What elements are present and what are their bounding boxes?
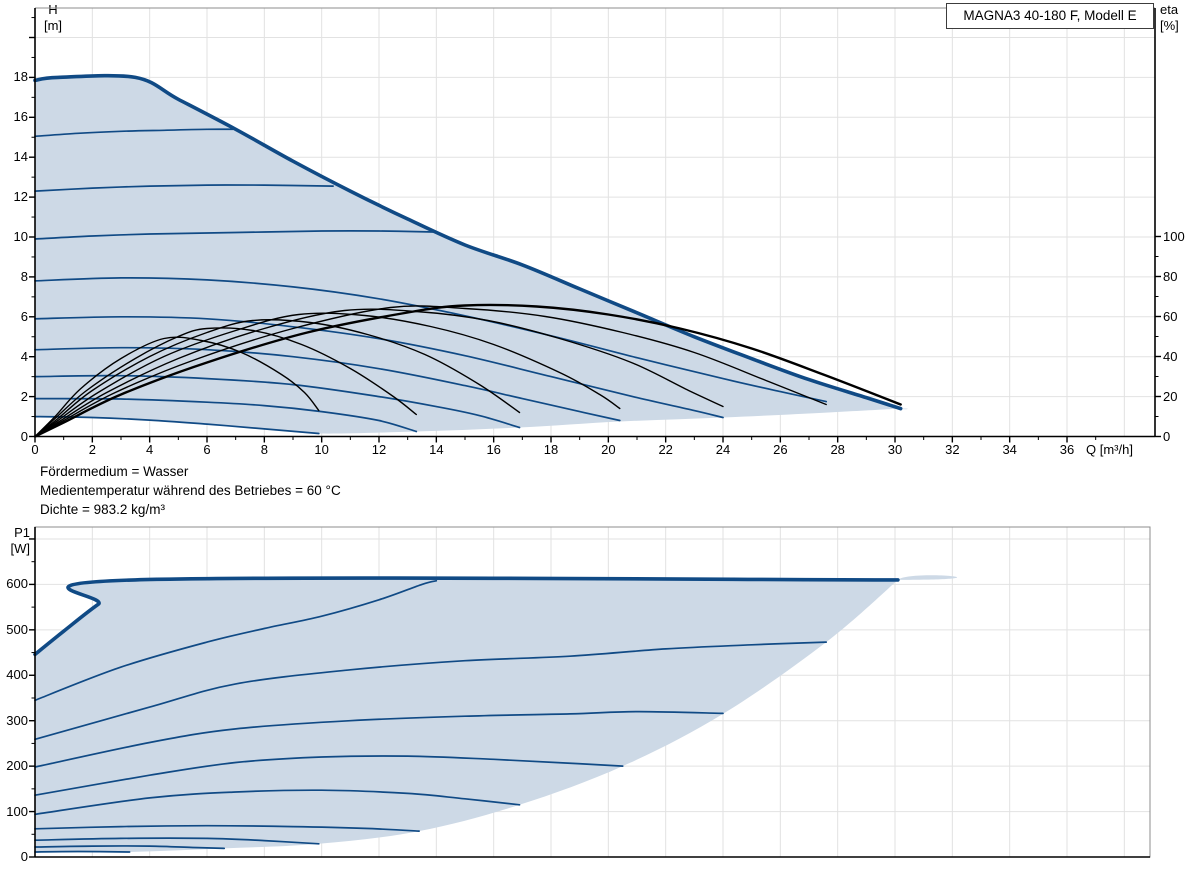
power-range-fill [35, 575, 958, 853]
power-speed-curve [34, 755, 624, 797]
note-temperature: Medientemperatur während des Betriebes =… [40, 483, 341, 498]
h-axis-tick-label: 6 [20, 308, 28, 324]
power-speed-curve [34, 579, 438, 702]
eta-axis-tick-label: 80 [1163, 268, 1178, 284]
h-axis-tick-label: 18 [13, 69, 28, 85]
pump-speed-curve [34, 184, 334, 192]
note-density: Dichte = 983.2 kg/m³ [40, 502, 165, 517]
efficiency-curve [34, 319, 521, 438]
eta-axis-tick-label: 20 [1163, 388, 1178, 404]
q-axis-tick-label: 24 [715, 442, 731, 457]
eta-axis-label-symbol: eta [1160, 2, 1179, 17]
h-axis-tick-label: 14 [13, 149, 28, 165]
q-axis-tick-label: 4 [146, 442, 154, 457]
q-axis-tick-label: 22 [658, 442, 673, 457]
pump-speed-curve [34, 128, 234, 138]
pump-speed-curve [34, 277, 828, 403]
p1-axis-tick-label: 400 [6, 667, 28, 683]
h-axis-label-symbol: H [48, 2, 58, 17]
q-axis-tick-label: 32 [945, 442, 960, 457]
h-axis-label: H [m] [36, 2, 70, 34]
pump-max-curve [33, 73, 903, 411]
efficiency-curve [34, 327, 417, 438]
pump-model-title-box: MAGNA3 40-180 F, Modell E [946, 3, 1154, 29]
q-axis-tick-label: 8 [260, 442, 268, 457]
eta-axis-tick-label: 0 [1163, 428, 1171, 444]
operating-conditions-notes: Fördermedium = Wasser Medientemperatur w… [40, 462, 341, 519]
q-axis-tick-label: 14 [429, 442, 444, 457]
power-speed-curve [34, 837, 320, 845]
q-axis-tick-label: 26 [773, 442, 788, 457]
pump-speed-curve [34, 374, 521, 429]
efficiency-curve [34, 312, 621, 438]
p1-axis-label-symbol: P1 [14, 525, 30, 540]
pump-speed-curve [34, 315, 724, 419]
efficiency-curve [34, 336, 320, 438]
q-axis-tick-label: 36 [1059, 442, 1075, 457]
q-axis-tick-label: 30 [887, 442, 903, 457]
eta-axis-tick-label: 40 [1163, 348, 1178, 364]
q-axis-tick-label: 34 [1002, 442, 1017, 457]
q-axis-tick-label: 18 [543, 442, 559, 457]
p1-axis-label: P1 [W] [0, 525, 31, 557]
p1-axis-tick-label: 100 [6, 803, 28, 819]
pump-speed-curve [34, 415, 320, 435]
h-axis-tick-label: 8 [20, 268, 28, 284]
pump-speed-curve [34, 397, 418, 433]
eta-axis-label-unit: [%] [1160, 18, 1179, 33]
q-axis-tick-label: 12 [371, 442, 387, 457]
h-axis-tick-label: 12 [13, 189, 28, 205]
h-axis-tick-label: 16 [13, 109, 28, 125]
power-speed-curve [34, 641, 828, 741]
eta-axis-tick-label: 100 [1163, 228, 1185, 244]
q-axis-tick-label: 0 [31, 442, 39, 457]
power-speed-curve [34, 789, 521, 816]
power-speed-curve [34, 710, 724, 768]
h-axis-label-unit: [m] [43, 18, 63, 33]
q-axis-tick-label: 10 [314, 442, 329, 457]
h-axis-tick-label: 4 [20, 348, 28, 364]
p1-axis-label-unit: [W] [10, 541, 31, 556]
power-speed-curve [34, 824, 420, 832]
h-axis-tick-label: 2 [20, 388, 28, 404]
p1-axis-tick-label: 0 [20, 849, 28, 864]
p1-axis-tick-label: 200 [6, 758, 28, 774]
h-axis-tick-label: 10 [13, 229, 28, 244]
q-axis-label: Q [m³/h] [1086, 442, 1133, 457]
p1-axis-tick-label: 600 [6, 576, 28, 592]
h-axis-tick-label: 0 [20, 428, 28, 444]
q-axis-tick-label: 20 [601, 442, 616, 457]
note-medium: Fördermedium = Wasser [40, 464, 189, 479]
q-axis-tick-label: 6 [203, 442, 211, 457]
pump-speed-curve [34, 230, 435, 240]
p1-axis-tick-label: 500 [6, 621, 28, 637]
efficiency-curve [34, 308, 724, 438]
q-axis-tick-label: 2 [88, 442, 96, 457]
power-speed-curve [34, 845, 226, 850]
power-max-curve [33, 576, 900, 657]
p1-axis-tick-label: 300 [6, 712, 28, 728]
eta-axis-tick-label: 60 [1163, 308, 1178, 324]
efficiency-curve [34, 305, 827, 438]
q-axis-tick-label: 16 [486, 442, 501, 457]
duty-range-fill [35, 75, 908, 434]
power-speed-curve [34, 850, 131, 853]
pump-speed-curve [34, 346, 621, 422]
efficiency-curve [33, 303, 902, 438]
q-axis-tick-label: 28 [830, 442, 845, 457]
eta-axis-label: eta [%] [1160, 2, 1188, 34]
